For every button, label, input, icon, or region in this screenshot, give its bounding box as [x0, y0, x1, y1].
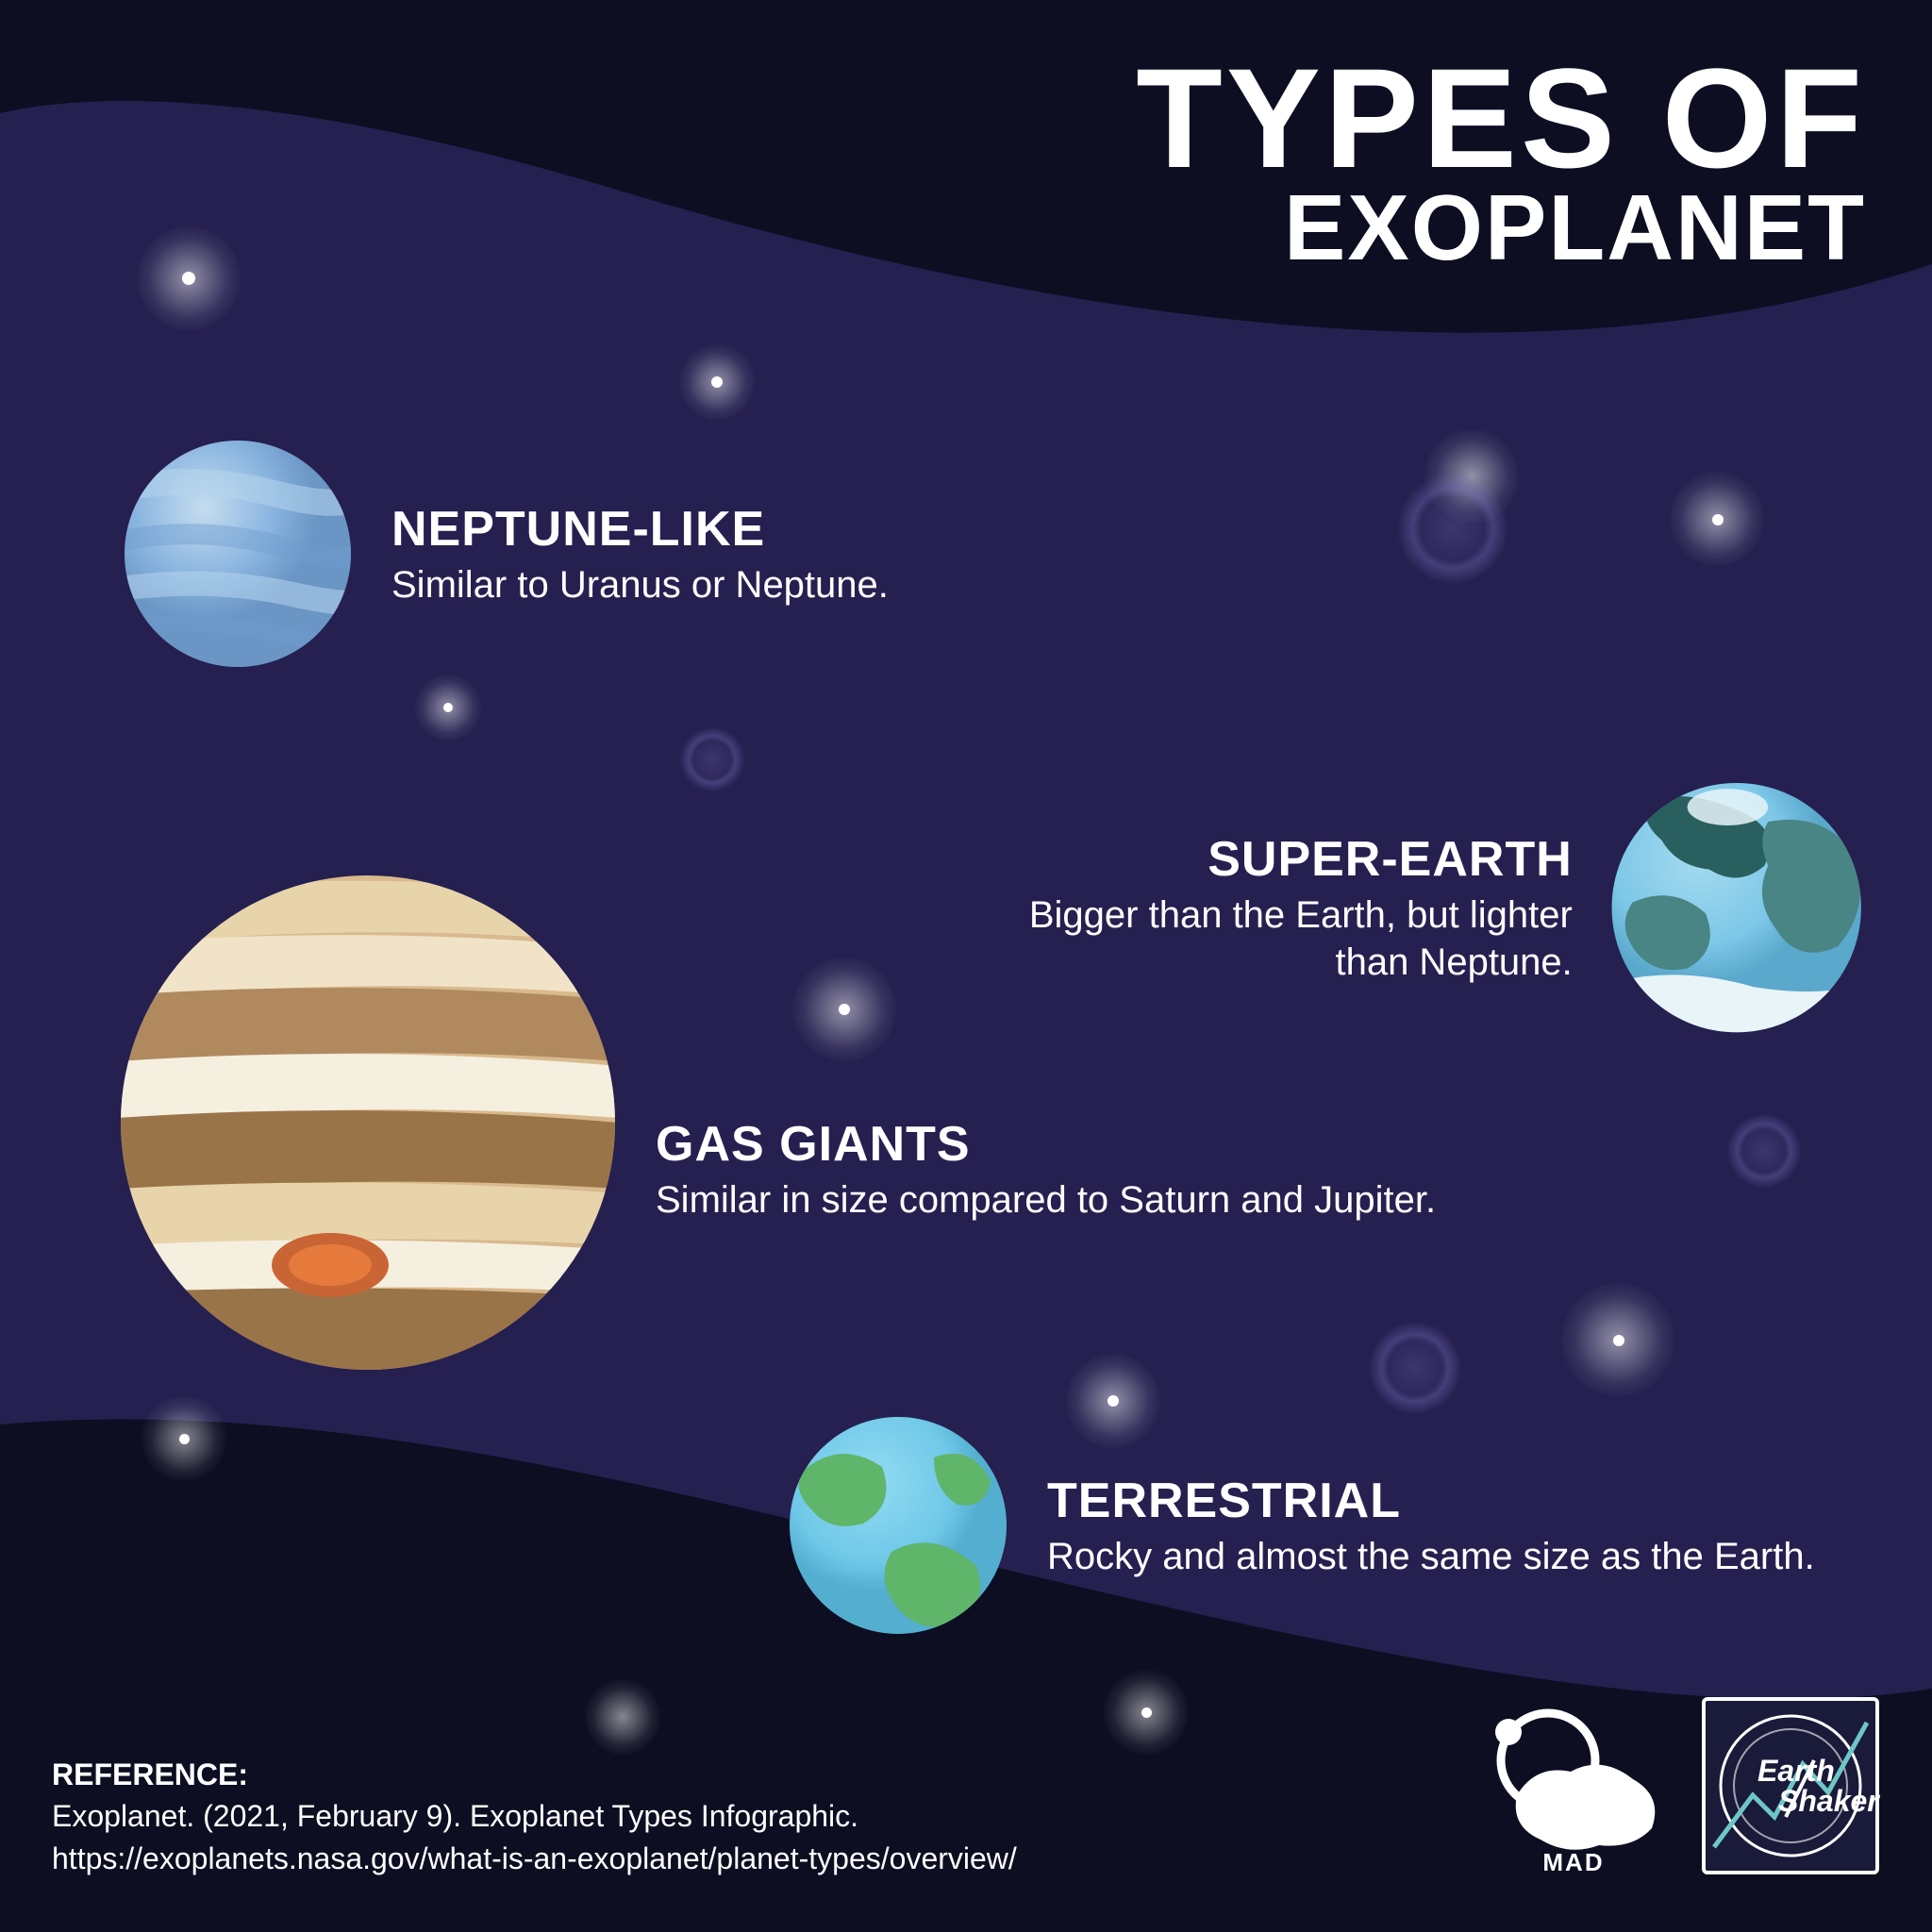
reference-line1: Exoplanet. (2021, February 9). Exoplanet… [52, 1795, 1017, 1838]
reference-block: REFERENCE: Exoplanet. (2021, February 9)… [52, 1754, 1017, 1880]
planet-terrestrial: TERRESTRIAL Rocky and almost the same si… [788, 1415, 1815, 1637]
earthshaker-logo-icon: Earth Shaker [1701, 1696, 1880, 1875]
star [1108, 1395, 1119, 1407]
gas-giant-icon [118, 873, 618, 1373]
star [585, 1679, 660, 1755]
star [679, 726, 745, 792]
reference-line2: https://exoplanets.nasa.gov/what-is-an-e… [52, 1838, 1017, 1880]
neptune-text: NEPTUNE-LIKE Similar to Uranus or Neptun… [391, 501, 889, 608]
star [1613, 1335, 1624, 1346]
planet-neptune-like: NEPTUNE-LIKE Similar to Uranus or Neptun… [123, 439, 889, 670]
gas-giant-text: GAS GIANTS Similar in size compared to S… [656, 1116, 1436, 1224]
logos-block: MAD Earth Shaker [1465, 1696, 1880, 1875]
neptune-icon [123, 439, 354, 670]
star [711, 376, 723, 388]
star [443, 703, 453, 712]
reference-label: REFERENCE: [52, 1754, 1017, 1796]
star [179, 1434, 190, 1444]
star [1726, 1113, 1802, 1189]
mad-logo-icon: MAD [1465, 1706, 1668, 1875]
terrestrial-icon [788, 1415, 1009, 1637]
planet-gas-giant: GAS GIANTS Similar in size compared to S… [118, 873, 1436, 1373]
svg-text:Earth: Earth [1757, 1754, 1835, 1788]
infographic-canvas: TYPES OF EXOPLANET NEPTUNE-LIKE [0, 0, 1932, 1932]
star [182, 272, 195, 285]
star [1141, 1707, 1152, 1718]
title-line1: TYPES OF [1136, 47, 1866, 189]
svg-text:MAD: MAD [1542, 1848, 1604, 1875]
page-title: TYPES OF EXOPLANET [1136, 47, 1866, 274]
terrestrial-text: TERRESTRIAL Rocky and almost the same si… [1047, 1473, 1815, 1580]
super-earth-icon [1610, 745, 1863, 1071]
star [1396, 472, 1509, 585]
star [1712, 514, 1724, 525]
